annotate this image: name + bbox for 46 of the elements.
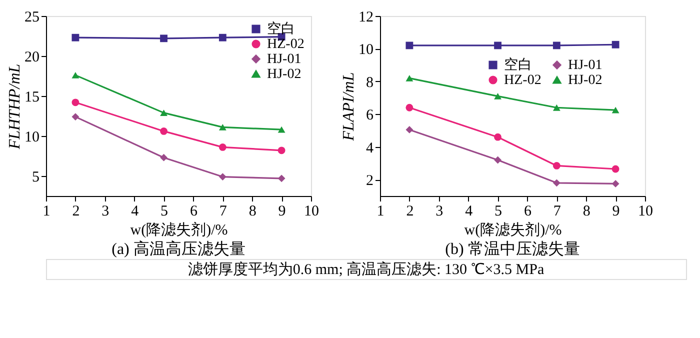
x-tick-label: 10 bbox=[304, 204, 319, 220]
y-axis-title: FLHTHP/mL bbox=[6, 64, 24, 150]
x-tick-label: 6 bbox=[190, 204, 198, 220]
legend-label: HJ-01 bbox=[568, 58, 602, 73]
x-tick-label: 2 bbox=[406, 204, 414, 220]
y-tick-label: 2 bbox=[366, 173, 374, 190]
x-tick-label: 4 bbox=[465, 204, 474, 220]
x-axis-title: w(降滤失剂)/% bbox=[130, 222, 228, 238]
x-tick-label: 7 bbox=[553, 204, 562, 220]
text: (a) 高温高压滤失量 bbox=[112, 240, 246, 258]
legend-label: 空白 bbox=[504, 57, 532, 73]
x-tick-label: 1 bbox=[42, 204, 50, 220]
x-tick-label: 3 bbox=[102, 204, 110, 220]
y-tick-label: 12 bbox=[358, 10, 374, 26]
x-axis-title: w(降滤失剂)/% bbox=[464, 222, 562, 238]
x-tick-label: 9 bbox=[278, 204, 286, 220]
x-tick-label: 3 bbox=[436, 204, 444, 220]
y-tick-label: 5 bbox=[32, 170, 40, 186]
x-tick-label: 4 bbox=[131, 204, 140, 220]
legend-label: HJ-01 bbox=[267, 52, 302, 67]
y-tick-label: 10 bbox=[24, 130, 40, 146]
y-tick-label: 6 bbox=[366, 108, 374, 124]
y-tick-label: 20 bbox=[24, 50, 40, 66]
x-tick-label: 10 bbox=[638, 204, 653, 220]
x-tick-label: 8 bbox=[582, 204, 590, 220]
text: (b) 常温中压滤失量 bbox=[445, 240, 580, 258]
x-tick-label: 9 bbox=[612, 204, 620, 220]
y-tick-label: 4 bbox=[366, 140, 374, 156]
x-tick-label: 5 bbox=[494, 204, 502, 220]
x-tick-label: 8 bbox=[248, 204, 256, 220]
legend-label: HZ-02 bbox=[504, 73, 542, 88]
y-tick-label: 8 bbox=[366, 74, 374, 91]
legend-label: HJ-02 bbox=[568, 73, 602, 88]
legend-label: HZ-02 bbox=[267, 37, 304, 52]
x-tick-label: 7 bbox=[219, 204, 228, 220]
legend-label: 空白 bbox=[267, 21, 295, 37]
x-tick-label: 2 bbox=[72, 204, 80, 220]
legend-label: HJ-02 bbox=[267, 67, 302, 82]
y-tick-label: 10 bbox=[358, 42, 374, 58]
y-tick-label: 25 bbox=[24, 10, 40, 26]
text: 滤饼厚度平均为0.6 mm; 高温高压滤失: 130 ℃×3.5 MPa bbox=[188, 261, 544, 278]
x-tick-label: 5 bbox=[160, 204, 168, 220]
y-axis-title: FLAPI/mL bbox=[340, 72, 358, 142]
x-tick-label: 1 bbox=[376, 204, 384, 220]
y-tick-label: 15 bbox=[24, 90, 40, 106]
x-tick-label: 6 bbox=[524, 204, 532, 220]
